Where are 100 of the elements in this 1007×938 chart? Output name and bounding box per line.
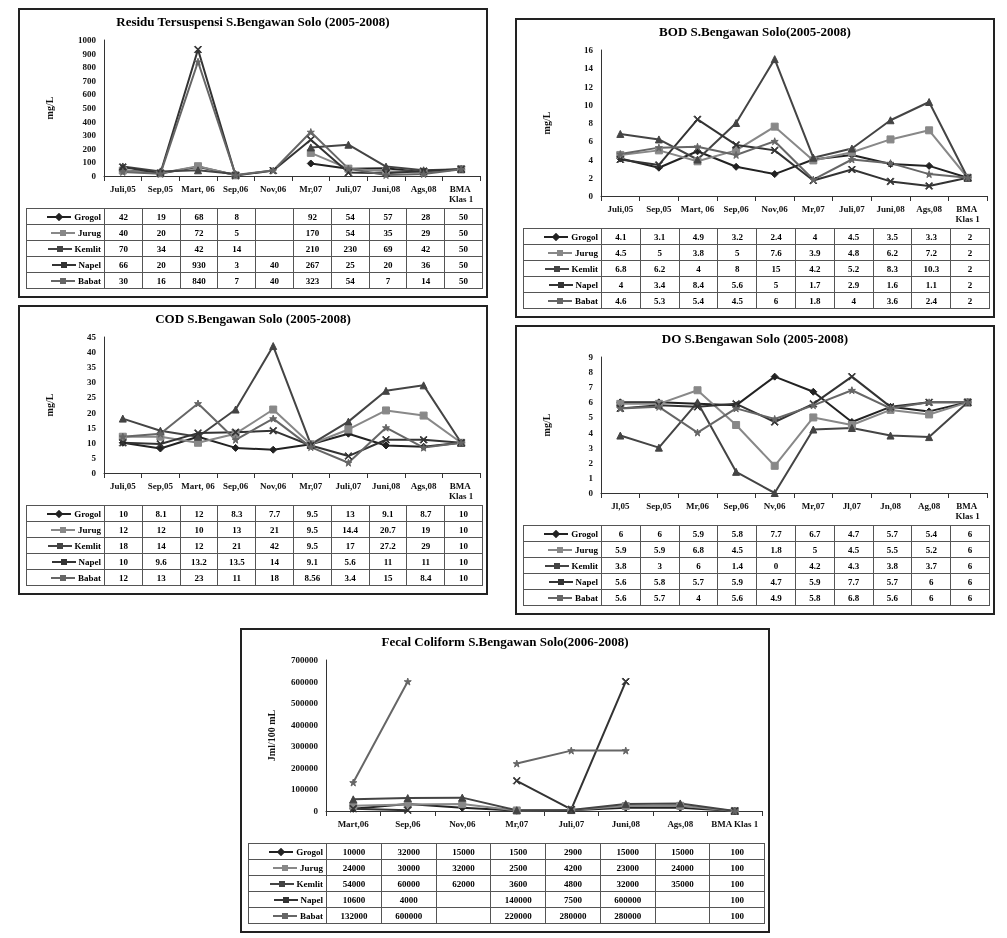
data-label: 3.7: [911, 557, 951, 574]
data-label: 170: [293, 224, 332, 241]
y-tick-label: 20: [87, 407, 97, 418]
x-tick-label: Juli,05: [607, 204, 634, 214]
legend-label: Grogol: [571, 528, 598, 539]
y-tick-label: 1000: [78, 35, 97, 45]
x-tick-label: Mr,07: [801, 204, 826, 214]
y-tick-label: 200: [82, 143, 97, 154]
data-label: 2: [950, 260, 990, 277]
x-tick-label: Juni,08: [611, 819, 641, 829]
data-label: 34: [142, 240, 181, 257]
legend-label: Grogol: [296, 846, 323, 857]
data-label: 68: [180, 208, 218, 225]
data-label: 2500: [490, 859, 546, 876]
data-label: 50: [444, 256, 483, 273]
legend-label: Babat: [574, 295, 598, 306]
data-label: 9.1: [369, 505, 407, 522]
data-label: 6: [640, 525, 680, 542]
data-label: 3: [640, 557, 680, 574]
data-label: 10: [180, 521, 218, 538]
legend-label: Kemlit: [571, 263, 598, 274]
y-tick-label: 10: [584, 99, 594, 110]
data-label: 12: [180, 537, 218, 554]
x-tick-label: Mr,07: [801, 501, 826, 511]
data-label: 10: [444, 537, 483, 554]
y-tick-label: 900: [82, 48, 97, 59]
chart-title: DO S.Bengawan Solo (2005-2008): [660, 331, 850, 348]
y-tick-label: 12: [584, 81, 594, 92]
data-label: 42: [180, 240, 218, 257]
data-label: 15000: [600, 843, 655, 860]
data-label: 5: [717, 244, 757, 261]
legend-label: Napel: [78, 556, 101, 567]
data-label: 8.4: [679, 276, 718, 293]
data-label: 13.5: [217, 553, 256, 570]
y-tick-label: 5: [91, 452, 97, 463]
data-label: 1.7: [795, 276, 835, 293]
data-label: 3.8: [601, 557, 641, 574]
data-label: 6: [756, 292, 796, 309]
data-label: 4.9: [679, 228, 718, 245]
data-label: 3: [217, 256, 256, 273]
data-label: 5.9: [717, 573, 757, 590]
data-label: 20.7: [369, 521, 407, 538]
data-label: 40: [255, 256, 294, 273]
data-label: 9.5: [293, 537, 332, 554]
data-label: 32000: [436, 859, 491, 876]
data-label: 210: [293, 240, 332, 257]
y-tick-label: 9: [588, 352, 594, 362]
legend-label: Kemlit: [296, 878, 323, 889]
data-label: 5.7: [679, 573, 718, 590]
data-label: 14: [255, 553, 294, 570]
data-label: 18: [255, 569, 294, 586]
legend-label: Grogol: [74, 211, 101, 222]
data-label: 10: [104, 553, 143, 570]
data-label: 36: [406, 256, 445, 273]
data-label: 11: [217, 569, 256, 586]
y-tick-label: 100000: [291, 784, 319, 795]
data-label: 1.8: [795, 292, 835, 309]
data-label: 10600: [326, 891, 382, 908]
x-tick-label: Mr,06: [686, 501, 710, 511]
data-label: 9.1: [293, 553, 332, 570]
data-label: 5.9: [640, 541, 680, 558]
data-label: 8.4: [406, 569, 445, 586]
data-label: 220000: [490, 907, 546, 924]
data-label: 7500: [545, 891, 601, 908]
data-label: 27.2: [369, 537, 407, 554]
x-tick-label: BMA Klas 1: [711, 819, 759, 829]
data-label: 32000: [381, 843, 436, 860]
data-label: 5.7: [873, 525, 912, 542]
data-label: 14: [217, 240, 256, 257]
data-label: 4.8: [834, 244, 874, 261]
data-label: 60000: [381, 875, 436, 892]
data-label: 5.2: [834, 260, 874, 277]
x-tick-label: Juni,08: [876, 204, 906, 214]
data-label: 2900: [545, 843, 601, 860]
legend-label: Kemlit: [571, 560, 598, 571]
data-label: 15: [369, 569, 407, 586]
data-label: 5.9: [795, 573, 835, 590]
data-label: 2: [950, 276, 990, 293]
data-label: 5: [795, 541, 835, 558]
x-tick-label: BMA Klas 1: [955, 204, 981, 224]
data-label: 7.7: [756, 525, 796, 542]
data-label: 5.8: [717, 525, 757, 542]
chart-title: Residu Tersuspensi S.Bengawan Solo (2005-2008): [115, 14, 391, 31]
y-tick-label: 8: [588, 367, 594, 378]
y-axis-title: mg/L: [43, 96, 55, 120]
data-label: 62000: [436, 875, 491, 892]
x-tick-label: BMA Klas 1: [955, 501, 981, 521]
data-label: 5.6: [601, 573, 641, 590]
data-label: 6: [950, 557, 990, 574]
x-tick-label: Mr,07: [299, 481, 323, 491]
data-label: 70: [104, 240, 143, 257]
y-tick-label: 30: [87, 377, 97, 388]
y-axis-title: Jml/100 mL: [265, 709, 277, 762]
legend-label: Babat: [77, 275, 101, 286]
x-tick-label: Ags,08: [410, 481, 437, 491]
chart-title: Fecal Coliform S.Bengawan Solo(2006-2008): [380, 634, 630, 651]
y-tick-label: 200000: [291, 762, 319, 773]
data-label: 28: [406, 208, 445, 225]
data-label: 7: [369, 272, 407, 289]
data-label: 280000: [545, 907, 601, 924]
